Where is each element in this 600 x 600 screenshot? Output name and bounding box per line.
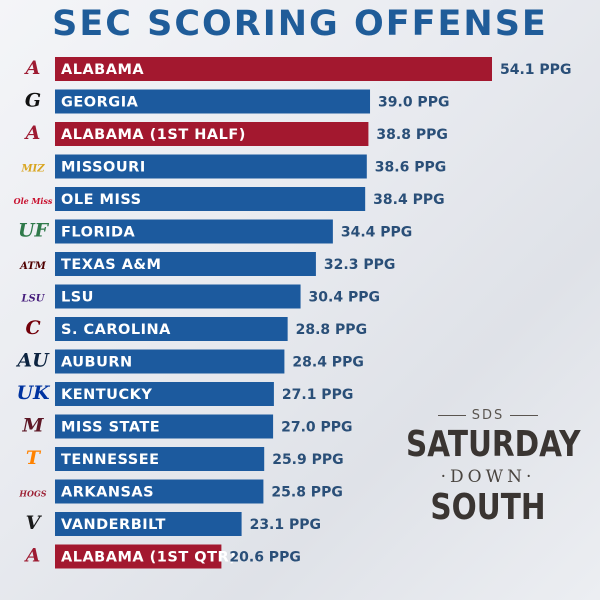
bar-value-label: 30.4 PPG <box>309 290 380 306</box>
bar <box>55 89 371 114</box>
bar-value-label: 54.1 PPG <box>500 62 571 78</box>
miss-state-logo: M <box>21 415 44 437</box>
bar <box>55 447 265 471</box>
vanderbilt-logo: V <box>26 512 43 534</box>
svg-text:UF: UF <box>18 220 50 242</box>
bar-value-label: 25.8 PPG <box>271 485 342 501</box>
bar <box>55 349 285 374</box>
bar-category-label: ARKANSAS <box>61 485 154 501</box>
svg-text:A: A <box>24 545 41 567</box>
bar-value-label: 23.1 PPG <box>250 517 321 533</box>
bar-category-label: TENNESSEE <box>61 452 160 468</box>
brand-saturday: SATURDAY <box>406 424 581 465</box>
brand-sds: SDS <box>388 408 588 423</box>
south-carolina-logo: C <box>25 317 40 339</box>
ole-miss-logo: Ole Miss <box>14 196 53 206</box>
bar-value-label: 38.8 PPG <box>376 127 447 143</box>
bar-category-label: TEXAS A&M <box>61 257 162 273</box>
bar-category-label: MISS STATE <box>61 420 160 436</box>
bar-category-label: GEORGIA <box>61 95 139 111</box>
bar-value-label: 38.6 PPG <box>375 160 446 176</box>
bar-value-label: 39.0 PPG <box>378 95 449 111</box>
chart-title: SEC SCORING OFFENSE <box>52 4 548 44</box>
arkansas-logo: HOGS <box>18 489 46 499</box>
svg-text:UK: UK <box>16 382 51 404</box>
bar <box>55 382 274 406</box>
alabama-logo: A <box>24 57 41 79</box>
svg-text:M: M <box>21 415 44 437</box>
bar-value-label: 28.4 PPG <box>292 355 363 371</box>
brand-down: ·DOWN· <box>440 467 536 487</box>
svg-text:AU: AU <box>15 350 50 372</box>
bar <box>55 57 492 81</box>
svg-text:MIZ: MIZ <box>20 164 45 175</box>
bar-category-label: KENTUCKY <box>61 387 152 403</box>
bar <box>55 122 369 146</box>
bar-category-label: AUBURN <box>61 355 133 371</box>
bar-category-label: S. CAROLINA <box>61 322 171 338</box>
bar <box>55 512 242 536</box>
florida-logo: UF <box>18 220 50 242</box>
texas-am-logo: ATM <box>19 261 47 272</box>
svg-text:HOGS: HOGS <box>18 489 46 499</box>
kentucky-logo: UK <box>16 382 51 404</box>
bar-category-label: OLE MISS <box>61 192 142 208</box>
brand-south: SOUTH <box>430 487 546 528</box>
svg-text:A: A <box>24 57 41 79</box>
bar-value-label: 25.9 PPG <box>272 452 343 468</box>
bar-category-label: ALABAMA (1ST HALF) <box>61 127 246 143</box>
bar-category-label: VANDERBILT <box>61 517 166 533</box>
bar-category-label: LSU <box>61 290 94 306</box>
georgia-logo: G <box>25 90 41 112</box>
auburn-logo: AU <box>15 350 50 372</box>
missouri-logo: MIZ <box>20 164 45 175</box>
bar-value-label: 38.4 PPG <box>373 192 444 208</box>
bar-value-label: 27.0 PPG <box>281 420 352 436</box>
bar <box>55 479 264 504</box>
alabama-logo: A <box>24 122 41 144</box>
bar <box>55 219 333 244</box>
svg-text:ATM: ATM <box>19 261 47 272</box>
bar-value-label: 28.8 PPG <box>296 322 367 338</box>
bar-category-label: FLORIDA <box>61 225 136 241</box>
bar-value-label: 34.4 PPG <box>341 225 412 241</box>
svg-text:G: G <box>25 90 41 112</box>
bar-category-label: ALABAMA <box>61 62 144 78</box>
bar <box>55 154 367 179</box>
svg-text:Ole Miss: Ole Miss <box>14 196 53 206</box>
bar-value-label: 27.1 PPG <box>282 387 353 403</box>
bar-value-label: 20.6 PPG <box>229 550 300 566</box>
svg-text:A: A <box>24 122 41 144</box>
lsu-logo: LSU <box>21 294 46 305</box>
bar <box>55 317 288 341</box>
bar <box>55 284 301 309</box>
bar <box>55 187 366 211</box>
bar-value-label: 32.3 PPG <box>324 257 395 273</box>
svg-text:V: V <box>26 512 43 534</box>
bar <box>55 544 222 569</box>
svg-text:C: C <box>25 317 40 339</box>
brand-logo: SDS SATURDAY ·DOWN· SOUTH <box>388 408 588 529</box>
bar-category-label: MISSOURI <box>61 160 146 176</box>
bar <box>55 414 274 439</box>
bar-category-label: ALABAMA (1ST QTR) <box>61 550 236 566</box>
bar <box>55 252 316 276</box>
tennessee-logo: T <box>26 447 42 469</box>
svg-text:T: T <box>26 447 42 469</box>
alabama-logo: A <box>24 545 41 567</box>
svg-text:LSU: LSU <box>21 294 46 305</box>
